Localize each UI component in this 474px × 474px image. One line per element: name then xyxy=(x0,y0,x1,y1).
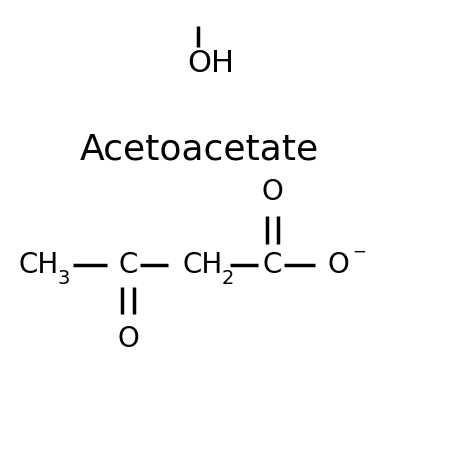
Text: 3: 3 xyxy=(58,269,70,288)
Text: C: C xyxy=(118,251,137,280)
Text: C: C xyxy=(263,251,282,280)
Text: Acetoacetate: Acetoacetate xyxy=(80,132,319,166)
Text: CH: CH xyxy=(19,251,59,280)
Text: OH: OH xyxy=(187,49,234,79)
Text: −: − xyxy=(353,242,366,260)
Text: O: O xyxy=(327,251,349,280)
Text: O: O xyxy=(262,178,283,206)
Text: CH: CH xyxy=(182,251,223,280)
Text: O: O xyxy=(117,325,139,353)
Text: 2: 2 xyxy=(221,269,234,288)
